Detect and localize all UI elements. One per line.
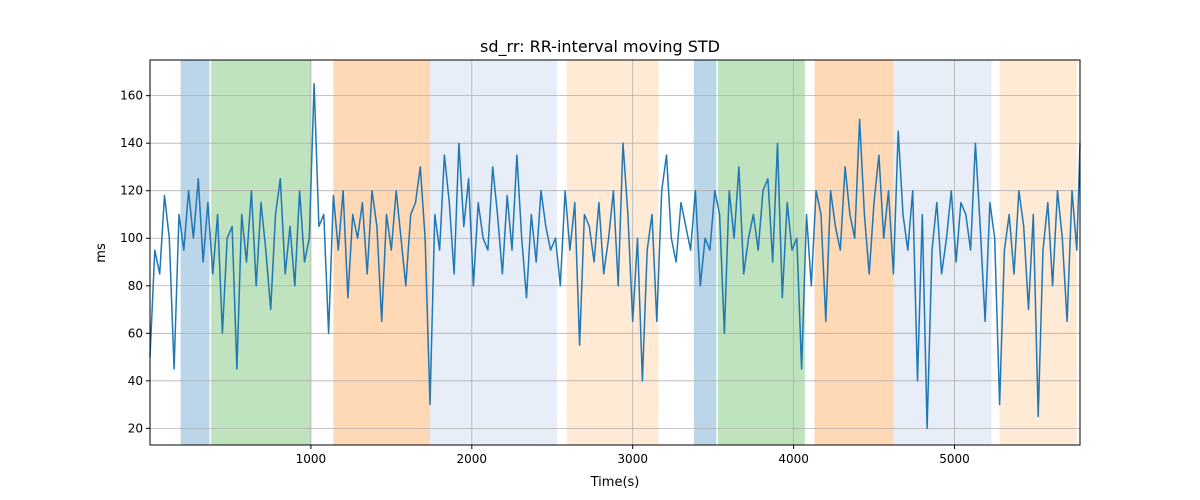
shaded-region-2: [333, 60, 430, 445]
y-tick-label: 100: [120, 231, 143, 245]
axes-frame: [149, 59, 1081, 446]
x-tick-label: 1000: [296, 452, 327, 466]
series-line-0: [149, 83, 1081, 430]
y-tick-label: 120: [120, 184, 143, 198]
x-tick-label: 2000: [457, 452, 488, 466]
y-tick-label: 160: [120, 89, 143, 103]
shaded-region-3: [429, 60, 558, 445]
shaded-region-0: [180, 60, 210, 445]
shaded-region-5: [693, 60, 717, 445]
x-axis-label: Time(s): [590, 475, 640, 490]
x-tick-label: 4000: [778, 452, 809, 466]
y-axis-ticks: 20 40 60 80 100 120 140 160: [120, 89, 150, 435]
y-tick-label: 60: [128, 326, 143, 340]
x-axis-ticks: 1000 2000 3000 4000 5000: [296, 445, 970, 466]
y-tick-label: 140: [120, 136, 143, 150]
x-tick-label: 3000: [617, 452, 648, 466]
shaded-region-4: [566, 60, 659, 445]
plot-area: [149, 83, 1081, 430]
chart-title: sd_rr: RR-interval moving STD: [480, 37, 720, 57]
shaded-region-7: [814, 60, 894, 445]
x-tick-label: 5000: [939, 452, 970, 466]
shaded-region-8: [893, 60, 992, 445]
shaded-region-6: [717, 60, 805, 445]
y-tick-label: 80: [128, 279, 143, 293]
y-axis-label: ms: [94, 243, 109, 263]
y-tick-label: 40: [128, 374, 143, 388]
y-tick-label: 20: [128, 421, 143, 435]
